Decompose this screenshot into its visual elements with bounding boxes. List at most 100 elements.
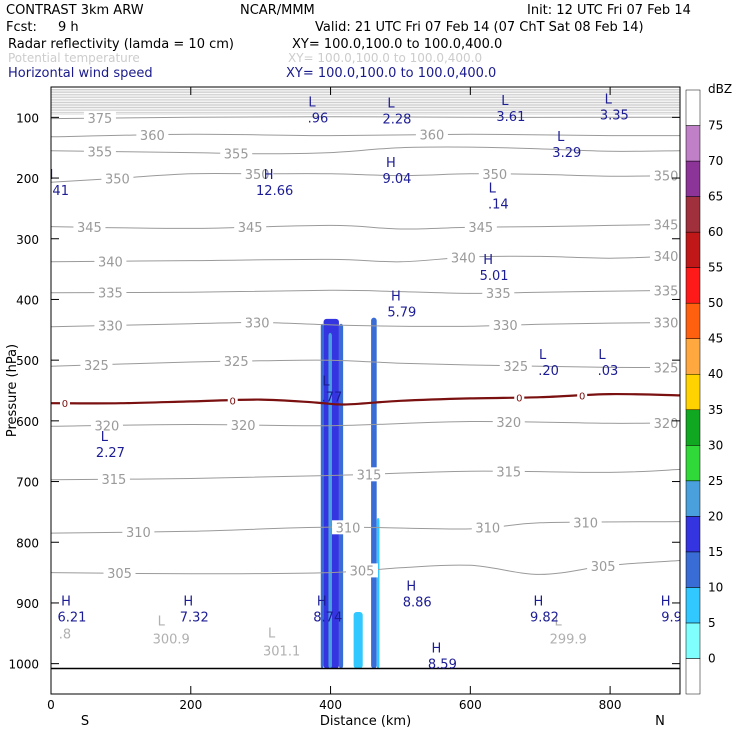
theta-label-bg: [346, 563, 379, 578]
legend-theta-xy: XY= 100.0,100.0 to 100.0,400.0: [288, 51, 482, 65]
theta-label-bg: [650, 315, 680, 330]
theta-contour-label: 350: [105, 172, 130, 187]
wind-extremum-marker: H: [183, 594, 193, 609]
colorbar-swatch: [685, 373, 701, 411]
reflectivity-cell: [371, 317, 377, 669]
colorbar-level-label: 50: [708, 296, 723, 310]
freezing-label-bg: [577, 390, 588, 401]
theta-label-bg: [650, 283, 680, 298]
wind-extremum-value: .14: [488, 198, 509, 213]
theta-contour-label: 325: [503, 360, 528, 375]
wind-extremum-value: 12.66: [256, 184, 293, 199]
theta-contour-label: 345: [468, 221, 493, 236]
y-tick-label: 500: [16, 354, 39, 368]
wind-extremum-marker: L: [489, 182, 497, 197]
theta-label-bg: [447, 250, 480, 265]
wind-extremum-value: 5.01: [480, 269, 509, 284]
wind-extremum-marker: H: [264, 168, 274, 183]
theta-label-bg: [489, 318, 522, 333]
theta-contour-label: 310: [573, 516, 598, 531]
theta-contour: [51, 321, 680, 328]
theta-label-bg: [101, 171, 134, 186]
theta-contour-label: 350: [654, 170, 679, 185]
theta-contour-label: 340: [98, 255, 123, 270]
colorbar-swatch: [685, 516, 701, 553]
theta-contour-label: 310: [475, 521, 500, 536]
colorbar-swatch: [685, 587, 701, 624]
theta-extremum-value: 300.9: [153, 632, 190, 647]
fcst-value: 9 h: [58, 20, 79, 35]
theta-contour-label: 305: [350, 564, 375, 579]
theta-extremum-value: .8: [59, 628, 71, 643]
colorbar-swatch: [685, 231, 701, 268]
wind-extremum-value: 3.61: [496, 110, 525, 125]
wind-extremum-value: .77: [322, 391, 343, 406]
theta-contour-label: 360: [140, 129, 165, 144]
colorbar-level-label: 60: [708, 225, 723, 239]
theta-label-bg: [73, 220, 106, 235]
colorbar-swatch: [685, 445, 701, 482]
theta-contour-label: 320: [496, 416, 521, 431]
theta-contour: [51, 521, 680, 534]
colorbar-swatch: [685, 267, 701, 304]
wind-extremum-marker: H: [61, 594, 71, 609]
theta-label-bg: [97, 472, 130, 487]
wind-extremum-marker: L: [539, 348, 547, 363]
wind-extremum-marker: H: [44, 168, 54, 183]
wind-extremum-marker: L: [101, 430, 109, 445]
wind-extremum-value: .96: [308, 111, 329, 126]
theta-contour: [51, 420, 680, 427]
wind-extremum-marker: H: [391, 290, 401, 305]
colorbar-swatch: [685, 160, 701, 197]
theta-label-bg: [80, 357, 113, 372]
colorbar-swatch: [685, 658, 701, 695]
theta-label-bg: [241, 315, 274, 330]
theta-label-bg: [83, 111, 116, 126]
freezing-level-label: 0: [62, 399, 68, 410]
theta-label-bg: [94, 318, 127, 333]
theta-label-bg: [352, 467, 385, 482]
theta-contour-label: 315: [357, 468, 382, 483]
colorbar-level-label: 70: [708, 154, 723, 168]
theta-contour-label: 355: [88, 145, 113, 160]
wind-extremum-marker: H: [406, 580, 416, 595]
theta-label-bg: [650, 415, 680, 430]
theta-label-bg: [492, 464, 525, 479]
y-tick-label: 1000: [8, 658, 39, 672]
init-time: Init: 12 UTC Fri 07 Feb 14: [527, 3, 691, 18]
theta-contour: [51, 116, 680, 120]
plot-content: 305 305 305 310 310 310 310 315 315 315 320 320 320 3…: [44, 89, 680, 673]
theta-label-bg: [650, 168, 680, 183]
colorbar-level-label: 75: [708, 119, 723, 133]
theta-label-bg: [220, 146, 253, 161]
theta-label-bg: [492, 414, 525, 429]
theta-contour-label: 330: [493, 319, 518, 334]
legend-theta-label: Potential temperature: [8, 51, 140, 65]
theta-contour-label: 335: [654, 285, 679, 300]
colorbar-level-label: 15: [708, 545, 723, 559]
wind-extremum-value: 7.32: [180, 610, 209, 625]
plot-area: 305 305 305 310 310 310 310 315 315 315 320 320 320 3…: [44, 89, 680, 673]
theta-contour-label: 375: [88, 112, 113, 127]
colorbar-swatch: [685, 622, 701, 659]
freezing-level-label: 0: [516, 394, 522, 405]
theta-contour-label: 330: [98, 319, 123, 334]
x-tick-label: 200: [179, 698, 202, 712]
theta-contour-label: 320: [94, 420, 119, 435]
y-tick-label: 300: [16, 233, 39, 247]
colorbar-level-label: 30: [708, 438, 723, 452]
theta-label-bg: [122, 525, 155, 540]
colorbar-swatch: [685, 480, 701, 517]
theta-extremum-marker: L: [158, 614, 166, 629]
colorbar-level-label: 20: [708, 509, 723, 523]
model-title: CONTRAST 3km ARW: [6, 3, 144, 18]
wind-extremum-marker: H: [386, 156, 396, 171]
colorbar-level-label: 25: [708, 474, 723, 488]
colorbar-swatch: [685, 338, 701, 375]
colorbar-swatch: [685, 409, 701, 446]
wind-extremum-value: 6.21: [57, 610, 86, 625]
wind-extremum-value: 8.86: [403, 596, 432, 611]
wind-extremum-value: .03: [598, 364, 619, 379]
theta-contour: [51, 359, 680, 368]
